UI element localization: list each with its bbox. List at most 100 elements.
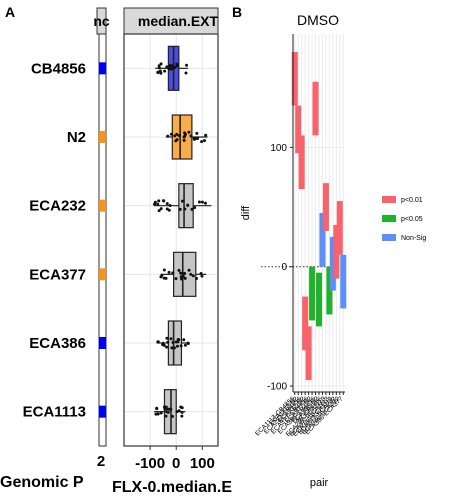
interval-bar [291,51,298,106]
data-point [156,340,160,344]
data-point [153,200,157,204]
data-point [169,407,173,411]
legend: p<0.01 p<0.05 Non-Sig [382,196,426,242]
box-plot-area [124,34,218,446]
data-point [183,343,187,347]
data-point [175,138,179,142]
main-strip [123,7,219,35]
data-point [182,138,186,142]
data-point [171,340,175,344]
data-point [179,271,183,275]
y-axis-title: diff [240,205,252,220]
data-point [183,131,187,135]
legend-swatch [382,215,396,222]
data-point [167,270,171,274]
data-point [157,209,161,213]
chart-title: DMSO [297,12,339,28]
data-point [190,207,194,211]
data-point [156,71,160,75]
data-point [157,66,161,70]
interval-bar [298,135,305,190]
data-point [167,67,171,71]
data-point [191,274,195,278]
data-point [155,407,159,411]
data-point [193,206,197,210]
category-color-cell [99,337,106,349]
interval-bar [312,81,319,136]
x-tick-label: 0 [172,455,180,472]
data-point [166,134,170,138]
data-point [202,139,206,143]
data-point [170,414,174,418]
panel-b: DMSO 1000-100ECA1113-CB4856ECA1113-N2ECA… [240,12,426,489]
data-point [179,405,183,409]
data-point [200,140,204,144]
category-color-cell [99,131,106,143]
data-point [180,414,184,418]
data-point [175,344,179,348]
interval-bar [322,183,329,231]
data-point [177,338,181,342]
data-point [174,277,178,281]
data-point [159,411,163,415]
box-plot-border [123,33,219,447]
data-point [183,134,187,138]
legend-swatch [382,196,396,203]
interval-bar [305,326,312,381]
data-point [166,410,170,414]
data-point [204,133,208,137]
data-point [164,414,168,418]
data-point [178,207,182,211]
data-point [200,200,204,204]
data-point [180,277,184,281]
category-label: N2 [67,129,86,146]
data-point [177,409,181,413]
data-point [177,134,181,138]
data-point [163,407,167,411]
category-color-cell [99,199,106,212]
data-point [187,130,191,134]
x-tick-label: -100 [135,455,165,472]
data-point [200,274,204,278]
data-point [165,202,169,206]
data-point [195,136,199,140]
category-label: ECA377 [29,266,86,283]
category-color-cell [99,405,106,418]
data-point [157,199,161,203]
left-strip-label: nc [93,13,110,29]
data-point [180,410,184,414]
x-axis-title: FLX-0.median.E [112,479,232,496]
data-point [177,268,181,272]
x-axis-title-pair: pair [310,477,329,489]
category-label: ECA232 [29,198,86,215]
data-point [183,207,187,211]
data-point [172,346,176,350]
left-color-panel [98,33,107,447]
data-point [163,69,167,73]
data-point [204,201,208,205]
interval-bar [295,105,302,154]
legend-swatch [382,234,396,241]
interval-bar [309,266,316,321]
interval-bar [333,224,340,279]
data-point [170,346,174,350]
data-point [159,62,163,66]
data-point [181,274,185,278]
legend-label: Non-Sig [401,235,426,242]
data-point [158,69,162,73]
panel-a: nc CB4856 N2 ECA232 ECA377 ECA386 ECA1113 2 G… [0,7,232,496]
interval-bar [329,236,336,291]
category-color-cell [99,268,106,281]
x-tick-label: 100 [190,455,215,472]
data-point [175,64,179,68]
data-point [179,344,183,348]
data-point [186,203,190,207]
data-point [162,343,166,347]
legend-label: p<0.01 [401,197,423,204]
category-color-cell [99,62,106,75]
interval-bar [316,272,322,327]
main-strip-label: median.EXT [138,13,219,29]
data-point [161,199,165,203]
left-axis-title: Genomic P [0,474,84,491]
